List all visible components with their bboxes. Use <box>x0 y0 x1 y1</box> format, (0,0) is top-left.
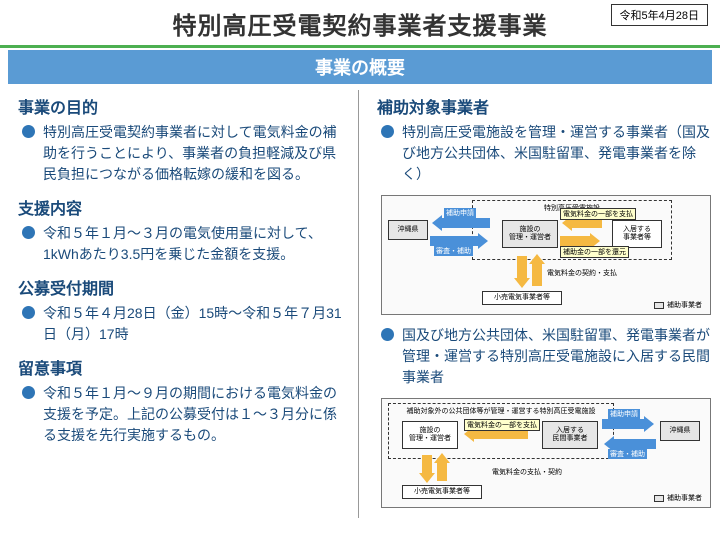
heading-notes: 留意事項 <box>18 355 344 379</box>
node-facility-2: 施設の 管理・運営者 <box>402 421 458 449</box>
node-retailer: 小売電気事業者等 <box>482 291 562 305</box>
legend-label-2: 補助事業者 <box>667 493 702 503</box>
node-okinawa-2: 沖縄県 <box>660 421 700 441</box>
label-review: 審査・補助 <box>434 246 473 256</box>
label-pay-2: 電気料金の一部を支払 <box>464 419 540 431</box>
divider-green <box>0 45 720 48</box>
legend-swatch <box>654 495 664 502</box>
text-target-2: 国及び地方公共団体、米国駐留軍、発電事業者が管理・運営する特別高圧受電施設に入居… <box>402 325 711 388</box>
node-facility: 施設の 管理・運営者 <box>502 220 558 248</box>
bullet-target-2: 国及び地方公共団体、米国駐留軍、発電事業者が管理・運営する特別高圧受電施設に入居… <box>381 325 711 388</box>
bullet-notes: 令和５年１月～９月の期間における電気料金の支援を予定。上記の公募受付は１～３月分… <box>22 383 344 446</box>
header: 特別高圧受電契約事業者支援事業 令和5年4月28日 <box>0 0 720 45</box>
heading-purpose: 事業の目的 <box>18 94 344 118</box>
text-period: 令和５年４月28日（金）15時～令和５年７月31日（月）17時 <box>43 303 344 345</box>
heading-support: 支援内容 <box>18 195 344 219</box>
label-review-2: 審査・補助 <box>608 449 647 459</box>
label-pay: 電気料金の一部を支払 <box>560 208 636 220</box>
facility-frame-2-title: 補助対象外の公共団体等が管理・運営する特別高圧受電施設 <box>407 408 596 415</box>
bullet-icon <box>22 386 35 399</box>
arrow-refund <box>560 236 592 246</box>
node-retailer-2: 小売電気事業者等 <box>402 485 482 499</box>
text-target-1: 特別高圧受電施設を管理・運営する事業者（国及び地方公共団体、米国駐留軍、発電事業… <box>402 122 711 185</box>
bullet-target-1: 特別高圧受電施設を管理・運営する事業者（国及び地方公共団体、米国駐留軍、発電事業… <box>381 122 711 185</box>
label-contract-2: 電気料金の支払・契約 <box>492 467 562 477</box>
label-contract: 電気料金の契約・支払 <box>547 268 617 278</box>
bullet-purpose: 特別高圧受電契約事業者に対して電気料金の補助を行うことにより、事業者の負担軽減及… <box>22 122 344 185</box>
overview-banner: 事業の概要 <box>8 50 712 84</box>
arrow-contract-down-2 <box>422 455 432 475</box>
bullet-icon <box>381 125 394 138</box>
node-tenant-2: 入居する 民間事業者 <box>542 421 598 449</box>
diagram-2: 補助対象外の公共団体等が管理・運営する特別高圧受電施設 施設の 管理・運営者 入… <box>381 398 711 508</box>
legend-label: 補助事業者 <box>667 300 702 310</box>
label-refund: 補助金の一部を還元 <box>560 246 629 258</box>
heading-period: 公募受付期間 <box>18 275 344 299</box>
date-box: 令和5年4月28日 <box>611 4 708 26</box>
right-column: 補助対象事業者 特別高圧受電施設を管理・運営する事業者（国及び地方公共団体、米国… <box>358 90 711 518</box>
arrow-contract-down <box>517 256 527 280</box>
bullet-icon <box>22 226 35 239</box>
diagram-1: 特別高圧受電施設 沖縄県 施設の 管理・運営者 入居する 事業者等 小売電気事業… <box>381 195 711 315</box>
legend-swatch <box>654 302 664 309</box>
bullet-icon <box>22 306 35 319</box>
arrow-review-2 <box>612 439 656 449</box>
text-purpose: 特別高圧受電契約事業者に対して電気料金の補助を行うことにより、事業者の負担軽減及… <box>43 122 344 185</box>
bullet-period: 令和５年４月28日（金）15時～令和５年７月31日（月）17時 <box>22 303 344 345</box>
arrow-apply <box>440 218 490 228</box>
label-apply: 補助申請 <box>444 208 476 218</box>
arrow-apply-2 <box>602 419 646 429</box>
bullet-icon <box>22 125 35 138</box>
legend-2: 補助事業者 <box>654 493 702 503</box>
bullet-icon <box>381 328 394 341</box>
node-okinawa: 沖縄県 <box>388 220 428 240</box>
text-notes: 令和５年１月～９月の期間における電気料金の支援を予定。上記の公募受付は１～３月分… <box>43 383 344 446</box>
label-apply-2: 補助申請 <box>608 409 640 419</box>
left-column: 事業の目的 特別高圧受電契約事業者に対して電気料金の補助を行うことにより、事業者… <box>14 90 344 518</box>
arrow-review <box>430 236 480 246</box>
arrow-contract-up-2 <box>437 461 447 481</box>
heading-target: 補助対象事業者 <box>377 94 711 118</box>
arrow-contract-up <box>532 262 542 286</box>
content-columns: 事業の目的 特別高圧受電契約事業者に対して電気料金の補助を行うことにより、事業者… <box>0 90 720 518</box>
node-tenant: 入居する 事業者等 <box>612 220 662 248</box>
legend-1: 補助事業者 <box>654 300 702 310</box>
bullet-support: 令和５年１月～３月の電気使用量に対して、1kWhあたり3.5円を乗じた金額を支援… <box>22 223 344 265</box>
text-support: 令和５年１月～３月の電気使用量に対して、1kWhあたり3.5円を乗じた金額を支援… <box>43 223 344 265</box>
